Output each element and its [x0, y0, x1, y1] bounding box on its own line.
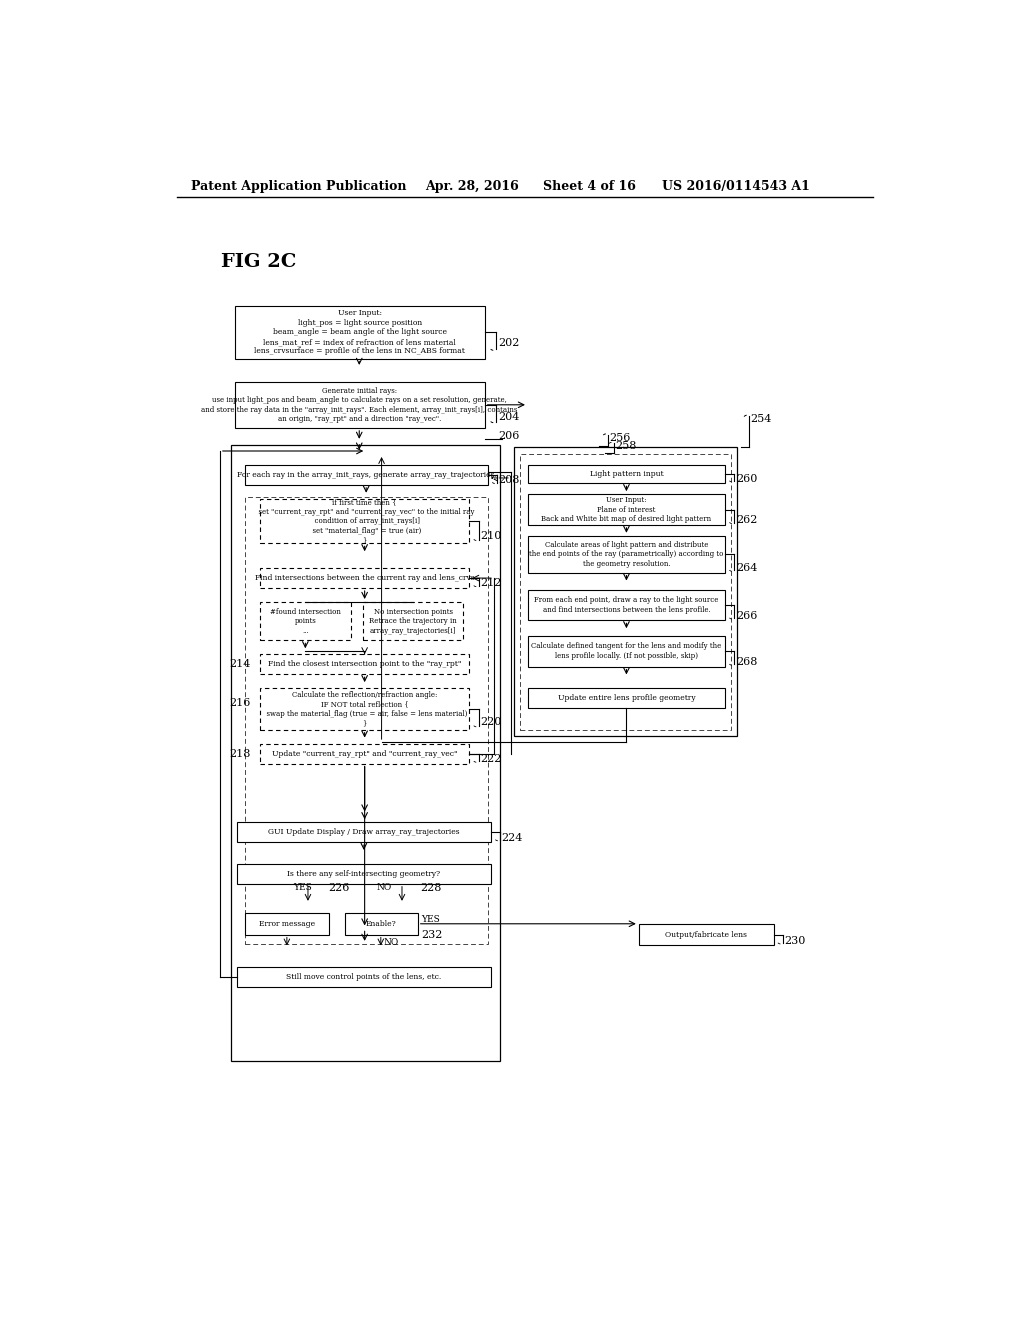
Text: Update "current_ray_rpt" and "current_ray_vec": Update "current_ray_rpt" and "current_ra… — [272, 750, 458, 758]
Text: 256: 256 — [609, 433, 631, 444]
FancyBboxPatch shape — [237, 863, 490, 884]
FancyBboxPatch shape — [364, 602, 463, 640]
Text: #found intersection
points
...: #found intersection points ... — [270, 607, 341, 635]
Text: 204: 204 — [498, 412, 519, 422]
FancyBboxPatch shape — [245, 498, 487, 944]
FancyBboxPatch shape — [260, 688, 469, 730]
Text: 230: 230 — [784, 936, 806, 945]
Text: 202: 202 — [498, 338, 519, 348]
Text: YES: YES — [293, 883, 311, 892]
FancyBboxPatch shape — [514, 447, 737, 737]
Text: For each ray in the array_init_rays, generate array_ray_trajectories: For each ray in the array_init_rays, gen… — [238, 471, 495, 479]
FancyBboxPatch shape — [260, 499, 469, 544]
FancyBboxPatch shape — [528, 494, 725, 525]
Text: 212: 212 — [480, 578, 502, 589]
Text: 214: 214 — [229, 659, 251, 669]
Text: Patent Application Publication: Patent Application Publication — [190, 181, 407, 194]
Text: 264: 264 — [736, 564, 757, 573]
FancyBboxPatch shape — [234, 306, 484, 359]
Text: From each end point, draw a ray to the light source
and find intersections betwe: From each end point, draw a ray to the l… — [535, 597, 719, 614]
Text: No intersection points
Retrace the trajectory in
array_ray_trajectories[i]: No intersection points Retrace the traje… — [370, 607, 457, 635]
Text: YES: YES — [422, 916, 440, 924]
Text: 218: 218 — [229, 748, 251, 759]
Text: 266: 266 — [736, 611, 757, 620]
FancyBboxPatch shape — [528, 688, 725, 708]
FancyBboxPatch shape — [528, 590, 725, 620]
FancyBboxPatch shape — [260, 655, 469, 675]
Text: 210: 210 — [480, 531, 502, 541]
Text: Find the closest intersection point to the "ray_rpt": Find the closest intersection point to t… — [268, 660, 462, 668]
Text: FIG 2C: FIG 2C — [221, 253, 297, 272]
Text: 268: 268 — [736, 657, 757, 667]
Text: 260: 260 — [736, 474, 757, 483]
Text: NO: NO — [377, 883, 392, 892]
Text: Calculate defined tangent for the lens and modify the
lens profile locally. (If : Calculate defined tangent for the lens a… — [531, 643, 722, 660]
Text: if first time then {
  set "current_ray_rpt" and "current_ray_vec" to the initia: if first time then { set "current_ray_rp… — [254, 498, 475, 544]
Text: 262: 262 — [736, 515, 757, 525]
FancyBboxPatch shape — [520, 454, 731, 730]
Text: Find intersections between the current ray and lens_crvs: Find intersections between the current r… — [255, 574, 474, 582]
FancyBboxPatch shape — [237, 822, 490, 842]
Text: 226: 226 — [329, 883, 349, 892]
Text: 222: 222 — [480, 754, 502, 764]
Text: 220: 220 — [480, 717, 502, 727]
Text: 232: 232 — [422, 929, 443, 940]
Text: Calculate areas of light pattern and distribute
the end points of the ray (param: Calculate areas of light pattern and dis… — [529, 541, 724, 568]
Text: 228: 228 — [420, 883, 441, 892]
Text: Sheet 4 of 16: Sheet 4 of 16 — [544, 181, 636, 194]
FancyBboxPatch shape — [345, 913, 418, 935]
Text: 216: 216 — [229, 698, 251, 708]
FancyBboxPatch shape — [260, 743, 469, 763]
Text: Apr. 28, 2016: Apr. 28, 2016 — [425, 181, 518, 194]
Text: 208: 208 — [499, 475, 520, 486]
FancyBboxPatch shape — [528, 636, 725, 667]
Text: Error message: Error message — [259, 920, 315, 928]
Text: US 2016/0114543 A1: US 2016/0114543 A1 — [662, 181, 810, 194]
Text: User Input:
light_pos = light source position
beam_angle = beam angle of the lig: User Input: light_pos = light source pos… — [254, 309, 465, 355]
Text: Generate initial rays:
use input light_pos and beam_angle to calculate rays on a: Generate initial rays: use input light_p… — [202, 387, 518, 422]
Text: Update entire lens profile geometry: Update entire lens profile geometry — [558, 694, 695, 702]
Text: NO: NO — [384, 937, 399, 946]
Text: 254: 254 — [751, 414, 772, 425]
FancyBboxPatch shape — [230, 445, 500, 1061]
FancyBboxPatch shape — [237, 966, 490, 987]
Text: Enable?: Enable? — [366, 920, 396, 928]
FancyBboxPatch shape — [639, 924, 773, 945]
FancyBboxPatch shape — [528, 536, 725, 573]
Text: Output/fabricate lens: Output/fabricate lens — [666, 931, 748, 939]
Text: User Input:
Plane of interest
Back and White bit map of desired light pattern: User Input: Plane of interest Back and W… — [542, 496, 712, 523]
Text: Calculate the reflection/refraction angle:
IF NOT total reflection {
  swap the : Calculate the reflection/refraction angl… — [262, 690, 467, 727]
Text: GUI Update Display / Draw array_ray_trajectories: GUI Update Display / Draw array_ray_traj… — [268, 828, 460, 836]
Text: 224: 224 — [502, 833, 523, 842]
FancyBboxPatch shape — [245, 465, 487, 484]
Text: Light pattern input: Light pattern input — [590, 470, 664, 478]
Text: 206: 206 — [498, 430, 519, 441]
Text: 258: 258 — [615, 441, 637, 451]
FancyBboxPatch shape — [245, 913, 330, 935]
FancyBboxPatch shape — [234, 381, 484, 428]
Text: Still move control points of the lens, etc.: Still move control points of the lens, e… — [287, 973, 441, 981]
FancyBboxPatch shape — [260, 602, 351, 640]
Text: Is there any self-intersecting geometry?: Is there any self-intersecting geometry? — [288, 870, 440, 878]
FancyBboxPatch shape — [260, 568, 469, 589]
FancyBboxPatch shape — [528, 465, 725, 483]
